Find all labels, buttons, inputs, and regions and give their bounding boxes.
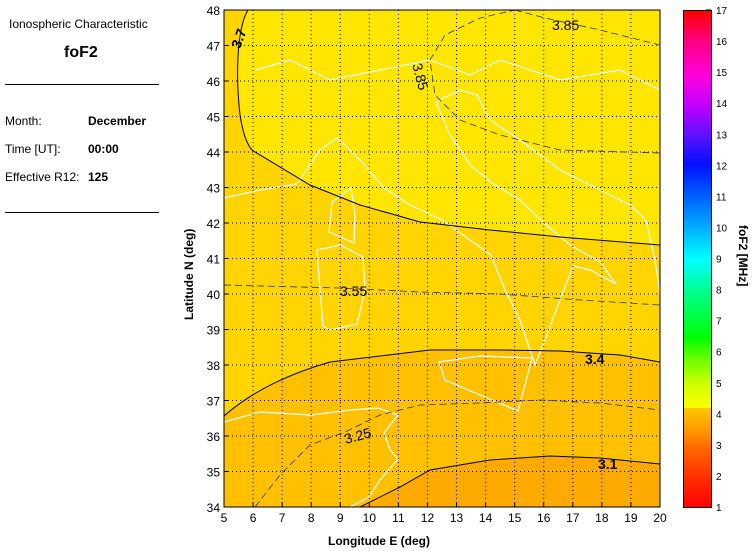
contour-3.7 (237, 9, 661, 246)
y-tick-label: 36 (207, 430, 221, 444)
colorbar-tick-label: 12 (716, 161, 728, 172)
month-label: Month: (5, 114, 42, 128)
y-tick-label: 35 (207, 466, 221, 480)
x-tick-label: 11 (392, 511, 405, 525)
divider (5, 212, 159, 213)
x-axis-label: Longitude E (deg) (328, 534, 430, 548)
contour-label: 3.1 (598, 456, 618, 472)
y-tick-label: 47 (207, 40, 221, 54)
colorbar-tick-label: 3 (716, 441, 722, 452)
characteristic-title: foF2 (64, 44, 98, 61)
time-value: 00:00 (88, 142, 119, 156)
y-tick-label: 41 (207, 253, 221, 267)
r12-label: Effective R12: (5, 170, 80, 184)
band-below-3.1 (360, 456, 660, 507)
x-tick-label: 12 (421, 511, 435, 525)
x-tick-label: 15 (508, 511, 522, 525)
x-tick-label: 7 (279, 511, 286, 525)
y-tick-label: 42 (207, 217, 221, 231)
time-label: Time [UT]: (5, 142, 61, 156)
colorbar-tick-label: 11 (716, 192, 727, 203)
y-tick-label: 37 (207, 395, 221, 409)
x-tick-label: 10 (363, 511, 377, 525)
band-above-3.7 (237, 10, 660, 245)
colorbar-tick-label: 8 (716, 286, 722, 297)
colorbar-tick-label: 5 (716, 379, 722, 390)
x-tick-label: 19 (624, 511, 638, 525)
x-tick-label: 5 (221, 511, 228, 525)
x-tick-label: 8 (308, 511, 315, 525)
y-tick-label: 40 (207, 288, 221, 302)
contour-label: 3.7 (228, 26, 250, 50)
colorbar-tick-label: 6 (716, 348, 722, 359)
y-tick-label: 48 (207, 4, 221, 18)
colorbar-tick-label: 15 (716, 68, 728, 79)
contour-label: 3.55 (340, 283, 367, 299)
month-value: December (88, 114, 147, 128)
colorbar-tick-label: 10 (716, 223, 728, 234)
colorbar (683, 10, 712, 508)
y-axis-label: Latitude N (deg) (182, 229, 196, 320)
contour-3.4 (223, 349, 661, 417)
colorbar-tick-label: 13 (716, 130, 728, 141)
contour-lines (223, 9, 661, 508)
panel-heading: Ionospheric Characteristic (9, 17, 148, 31)
x-tick-label: 9 (337, 511, 344, 525)
colorbar-tick-label: 2 (716, 472, 722, 483)
contour-label: 3.85 (552, 17, 579, 33)
y-tick-label: 44 (207, 146, 221, 160)
y-tick-label: 39 (207, 324, 221, 338)
x-tick-label: 18 (595, 511, 609, 525)
r12-value: 125 (88, 170, 109, 184)
x-tick-label: 13 (450, 511, 464, 525)
y-tick-label: 34 (207, 501, 221, 515)
x-tick-label: 6 (250, 511, 257, 525)
y-tick-label: 38 (207, 359, 221, 373)
colorbar-tick-label: 14 (716, 99, 728, 110)
contour-label: 3.4 (585, 351, 605, 367)
colorbar-tick-label: 1 (716, 503, 722, 514)
x-tick-label: 16 (537, 511, 551, 525)
contour-label: 3.85 (409, 61, 432, 92)
contour-label: 3.25 (342, 424, 373, 447)
colorbar-tick-label: 17 (716, 6, 728, 17)
contour-3.25 (254, 399, 661, 508)
colorbar-tick-label: 7 (716, 317, 722, 328)
x-tick-label: 17 (566, 511, 580, 525)
colorbar-tick-label: 9 (716, 255, 722, 266)
colorbar-label: foF2 [MHz] (736, 225, 750, 286)
colorbar-tick-label: 4 (716, 410, 722, 421)
x-tick-label: 20 (653, 511, 667, 525)
contour-3.1 (359, 455, 661, 508)
contour-3.55 (223, 284, 661, 306)
colorbar-tick-label: 16 (716, 37, 728, 48)
contour-3.85 (429, 9, 661, 154)
divider (5, 84, 159, 85)
y-tick-label: 46 (207, 75, 221, 89)
y-tick-label: 43 (207, 182, 221, 196)
y-tick-label: 45 (207, 111, 221, 125)
x-tick-label: 14 (479, 511, 493, 525)
